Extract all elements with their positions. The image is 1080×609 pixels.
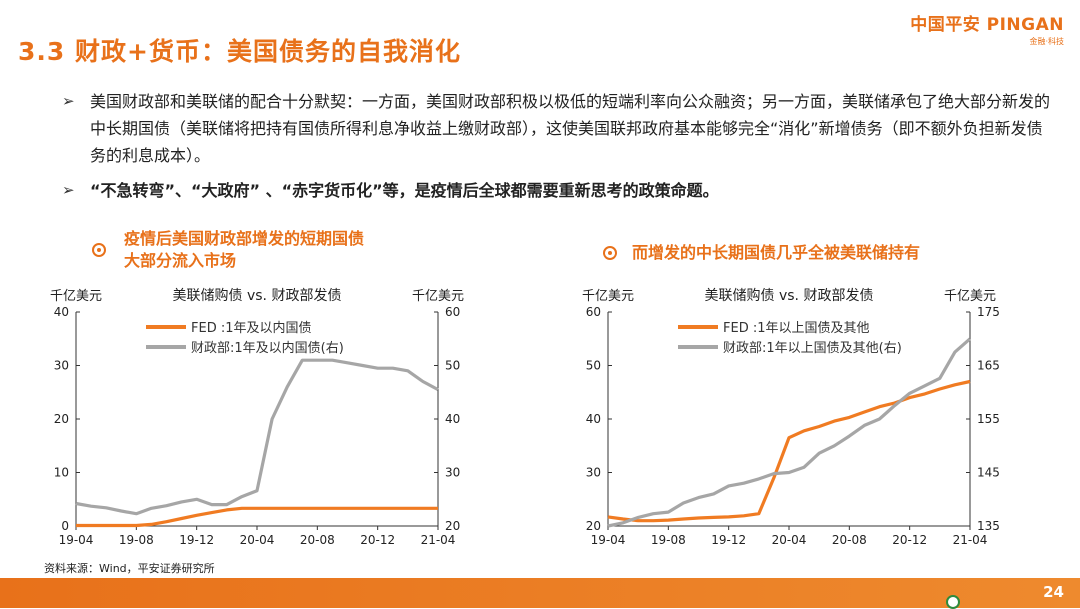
y-tick-label-left: 20 [586, 519, 601, 533]
y-tick-label-right: 155 [977, 412, 1000, 426]
arrow-bullet-icon: ➢ [62, 181, 75, 199]
legend-label: 财政部:1年以上国债及其他(右) [723, 341, 902, 356]
page-number: 24 [1043, 583, 1064, 601]
right-subheader-icon-wrap [603, 245, 617, 264]
series-line [607, 379, 971, 523]
left-subheader: 疫情后美国财政部增发的短期国债 大部分流入市场 [124, 228, 364, 272]
series-line [75, 358, 439, 516]
x-tick-label: 19-08 [119, 533, 154, 547]
chart-right: 千亿美元 千亿美元 美联储购债 vs. 财政部发债 20 30 40 50 60 135 145 1… [582, 288, 1000, 547]
source-note: 资料来源：Wind，平安证券研究所 [44, 562, 215, 575]
y-tick-label-left: 30 [586, 466, 601, 480]
chart-left: 千亿美元 千亿美元 美联储购债 vs. 财政部发债 0 10 20 30 40 20 30 40 50… [50, 288, 464, 547]
y-tick-label-right: 175 [977, 305, 1000, 319]
logo-text: 中国平安 PINGAN [910, 15, 1064, 35]
y-tick-label-right: 50 [445, 359, 460, 373]
logo-subtext: 金融·科技 [1029, 37, 1064, 46]
x-tick-label: 20-04 [240, 533, 275, 547]
x-tick-label: 20-04 [772, 533, 807, 547]
y-tick-label-left: 20 [54, 412, 69, 426]
y-tick-label-right: 40 [445, 412, 460, 426]
x-tick-label: 21-04 [421, 533, 456, 547]
y-axis-left-label: 千亿美元 [582, 289, 634, 304]
y-tick-label-right: 20 [445, 519, 460, 533]
y-axis-right-label: 千亿美元 [412, 289, 464, 304]
y-tick-label-left: 40 [586, 412, 601, 426]
bullet-text: 美国财政部和美联储的配合十分默契：一方面，美国财政部积极以极低的短端利率向公众融… [90, 92, 1051, 165]
series-line [607, 337, 972, 528]
y-tick-label-right: 30 [445, 466, 460, 480]
chart-title: 美联储购债 vs. 财政部发债 [705, 288, 874, 304]
arrow-bullet-icon: ➢ [62, 92, 75, 110]
bullet-list: ➢ 美国财政部和美联储的配合十分默契：一方面，美国财政部积极以极低的短端利率向公… [62, 88, 1052, 212]
footer-emblem-icon [946, 595, 960, 609]
y-tick-label-right: 60 [445, 305, 460, 319]
y-tick-label-left: 0 [61, 519, 69, 533]
y-axis-left-label: 千亿美元 [50, 289, 102, 304]
x-tick-label: 19-04 [59, 533, 94, 547]
y-tick-label-left: 40 [54, 305, 69, 319]
legend-label: FED :1年及以内国债 [191, 320, 312, 336]
y-tick-label-left: 60 [586, 305, 601, 319]
company-logo: 中国平安 PINGAN 金融·科技 [910, 10, 1064, 47]
series-line [76, 506, 438, 528]
target-icon [92, 243, 106, 257]
y-tick-label-right: 145 [977, 466, 1000, 480]
y-axis-right-label: 千亿美元 [944, 289, 996, 304]
x-tick-label: 19-12 [179, 533, 214, 547]
y-tick-label-right: 165 [977, 359, 1000, 373]
right-subheader: 而增发的中长期国债几乎全被美联储持有 [632, 243, 921, 262]
legend-label: FED :1年以上国债及其他 [723, 321, 870, 336]
footer-bar [0, 578, 1080, 608]
page-title: 3.3 财政+货币：美国债务的自我消化 [18, 37, 461, 66]
y-tick-label-left: 50 [586, 359, 601, 373]
x-tick-label: 21-04 [953, 533, 988, 547]
bullet-item: ➢ 美国财政部和美联储的配合十分默契：一方面，美国财政部积极以极低的短端利率向公… [62, 88, 1052, 169]
left-subheader-line2: 大部分流入市场 [124, 251, 237, 270]
bullet-text: “不急转弯”、“大政府” 、“赤字货币化”等，是疫情后全球都需要重新思考的政策命… [90, 181, 719, 200]
y-tick-label-left: 30 [54, 359, 69, 373]
chart-title: 美联储购债 vs. 财政部发债 [173, 288, 342, 304]
y-tick-label-left: 10 [54, 466, 69, 480]
x-tick-label: 19-08 [651, 533, 686, 547]
x-tick-label: 19-12 [711, 533, 746, 547]
bullet-item: ➢ “不急转弯”、“大政府” 、“赤字货币化”等，是疫情后全球都需要重新思考的政… [62, 177, 1052, 204]
x-tick-label: 20-12 [892, 533, 927, 547]
y-tick-label-right: 135 [977, 519, 1000, 533]
legend-label: 财政部:1年及以内国债(右) [191, 340, 344, 356]
left-subheader-icon-wrap [92, 242, 106, 261]
x-tick-label: 19-04 [591, 533, 626, 547]
x-tick-label: 20-08 [300, 533, 335, 547]
left-subheader-line1: 疫情后美国财政部增发的短期国债 [124, 229, 365, 248]
x-tick-label: 20-08 [832, 533, 867, 547]
target-icon [603, 246, 617, 260]
x-tick-label: 20-12 [360, 533, 395, 547]
